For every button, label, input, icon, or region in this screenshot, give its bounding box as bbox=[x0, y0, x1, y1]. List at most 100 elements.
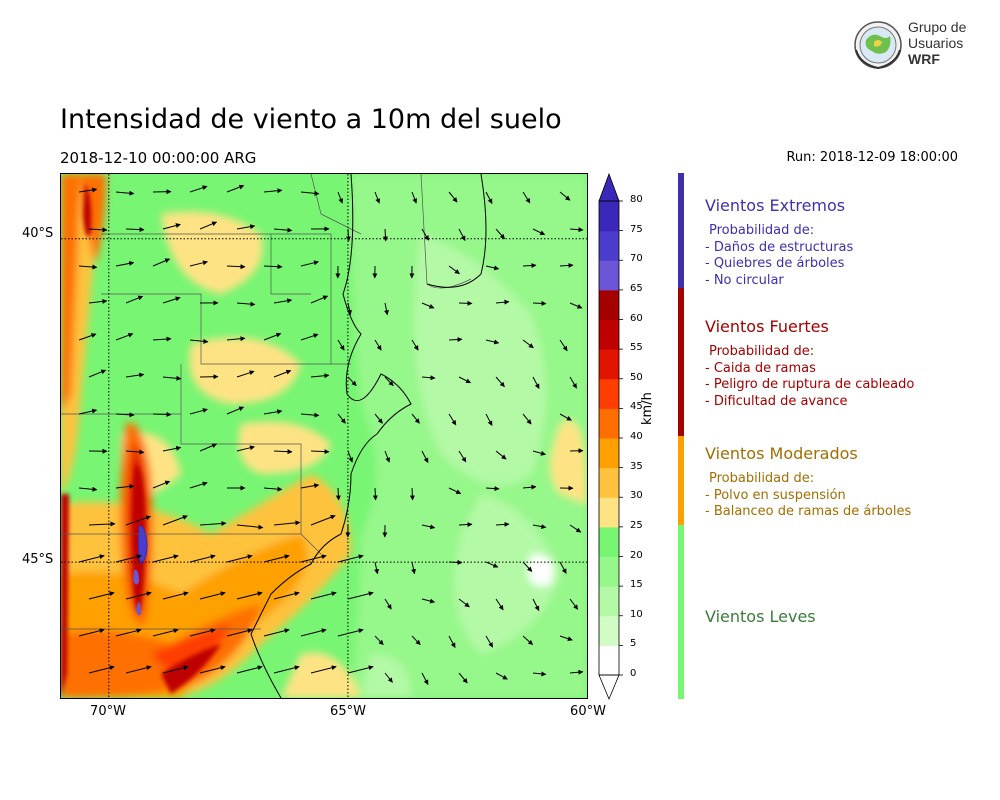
wind-arrow bbox=[310, 295, 329, 304]
wind-arrow bbox=[310, 373, 330, 379]
wind-arrow bbox=[522, 484, 537, 490]
lon-label-65w: 65°W bbox=[330, 704, 366, 719]
wind-arrow bbox=[310, 449, 330, 455]
wind-arrow bbox=[347, 450, 354, 463]
wind-arrow bbox=[78, 554, 105, 563]
wind-arrow bbox=[411, 413, 420, 424]
colorbar-tick-label: 45 bbox=[630, 401, 643, 413]
wind-arrow bbox=[199, 665, 226, 674]
wind-arrow bbox=[347, 665, 374, 674]
wind-arrow bbox=[236, 524, 264, 530]
category-title: Vientos Extremos bbox=[705, 196, 846, 215]
colorbar-tick-label: 40 bbox=[630, 431, 643, 442]
wind-arrow bbox=[78, 187, 98, 193]
wind-arrow bbox=[559, 561, 567, 574]
wind-arrow bbox=[226, 184, 245, 193]
wind-arrow bbox=[263, 264, 283, 270]
wind-arrow bbox=[347, 376, 357, 387]
colorbar-segment bbox=[599, 378, 619, 409]
colorbar-tick-label: 10 bbox=[630, 608, 643, 620]
wind-arrow bbox=[300, 412, 320, 418]
wind-arrow bbox=[458, 376, 472, 384]
wind-arrow bbox=[337, 191, 344, 204]
wind-arrow bbox=[374, 339, 382, 351]
wind-arrow bbox=[152, 258, 171, 267]
wind-map bbox=[60, 173, 588, 699]
wind-arrow bbox=[226, 264, 246, 270]
category-segment-strong bbox=[678, 288, 684, 436]
category-item: - No circular bbox=[705, 272, 784, 288]
wind-arrow bbox=[300, 628, 327, 637]
category-segment-moderate bbox=[678, 436, 684, 525]
colorbar-tick-label: 75 bbox=[630, 223, 643, 235]
colorbar-tick-label: 50 bbox=[630, 371, 643, 383]
colorbar-tick-label: 55 bbox=[630, 342, 643, 354]
wind-arrow bbox=[199, 591, 226, 600]
wind-arrow bbox=[374, 561, 380, 575]
wind-arrow bbox=[125, 591, 152, 600]
colorbar-segment bbox=[599, 497, 619, 528]
wind-arrow bbox=[345, 228, 351, 242]
wind-arrow bbox=[263, 554, 290, 563]
wind-arrow bbox=[384, 598, 392, 610]
wind-arrow bbox=[522, 561, 533, 572]
wind-arrow bbox=[236, 370, 255, 378]
colorbar-tick-label: 70 bbox=[630, 253, 643, 265]
extreme-cell bbox=[133, 569, 139, 585]
wind-arrow bbox=[78, 628, 105, 637]
wind-arrow bbox=[347, 302, 352, 316]
wind-arrow bbox=[78, 486, 98, 492]
wind-arrow bbox=[226, 336, 246, 342]
category-item: - Peligro de ruptura de cableado bbox=[705, 377, 915, 392]
wind-arrow bbox=[421, 524, 436, 530]
wind-arrow bbox=[448, 191, 458, 203]
lat-label-40s: 40°S bbox=[22, 226, 54, 241]
wind-arrow bbox=[152, 628, 179, 637]
wind-arrow bbox=[337, 339, 345, 351]
colorbar-segment bbox=[599, 408, 619, 439]
wind-arrow bbox=[152, 336, 172, 342]
wind-arrow bbox=[226, 554, 253, 563]
wind-arrow bbox=[199, 221, 218, 230]
wind-arrow bbox=[485, 413, 493, 426]
wind-arrow bbox=[337, 628, 364, 637]
wind-arrow bbox=[522, 413, 532, 425]
category-heading: Probabilidad de: bbox=[709, 223, 815, 238]
wind-arrow bbox=[485, 486, 500, 492]
wind-arrow bbox=[485, 191, 493, 204]
colorbar-segment bbox=[599, 645, 619, 676]
wind-arrow bbox=[569, 598, 579, 610]
wind-arrow bbox=[374, 635, 384, 646]
valid-time: 2018-12-10 00:00:00 ARG bbox=[60, 149, 257, 167]
colorbar-segment bbox=[599, 319, 619, 350]
wind-arrow bbox=[421, 302, 435, 309]
wrf-logo: Grupo de Usuarios WRF bbox=[850, 18, 975, 73]
wind-arrow bbox=[263, 486, 283, 492]
wind-arrow bbox=[458, 598, 470, 608]
wind-arrow bbox=[458, 300, 473, 306]
wind-arrow bbox=[458, 672, 468, 684]
wind-arrow bbox=[125, 227, 145, 233]
river-plate-coast bbox=[426, 174, 487, 288]
wind-arrow bbox=[448, 337, 463, 343]
wind-arrow bbox=[421, 598, 436, 604]
wind-arrow bbox=[125, 295, 144, 304]
wind-arrow bbox=[300, 483, 320, 489]
wind-arrow bbox=[347, 591, 374, 600]
wind-arrow bbox=[522, 191, 531, 204]
wind-arrow bbox=[88, 521, 116, 527]
category-heading: Probabilidad de: bbox=[709, 344, 815, 359]
wind-arrow bbox=[559, 635, 573, 642]
wind-arrow bbox=[236, 224, 256, 230]
wind-arrow bbox=[532, 524, 547, 530]
wind-arrow bbox=[384, 376, 394, 387]
wind-arrow bbox=[569, 669, 584, 675]
wind-arrow bbox=[382, 228, 388, 242]
wind-arrow bbox=[448, 487, 462, 495]
wind-arrow bbox=[569, 227, 584, 233]
wind-arrow bbox=[115, 483, 135, 489]
wind-vectors bbox=[78, 184, 584, 685]
wind-arrow bbox=[189, 260, 208, 267]
wind-arrow bbox=[300, 333, 319, 341]
wind-arrow bbox=[372, 487, 378, 501]
